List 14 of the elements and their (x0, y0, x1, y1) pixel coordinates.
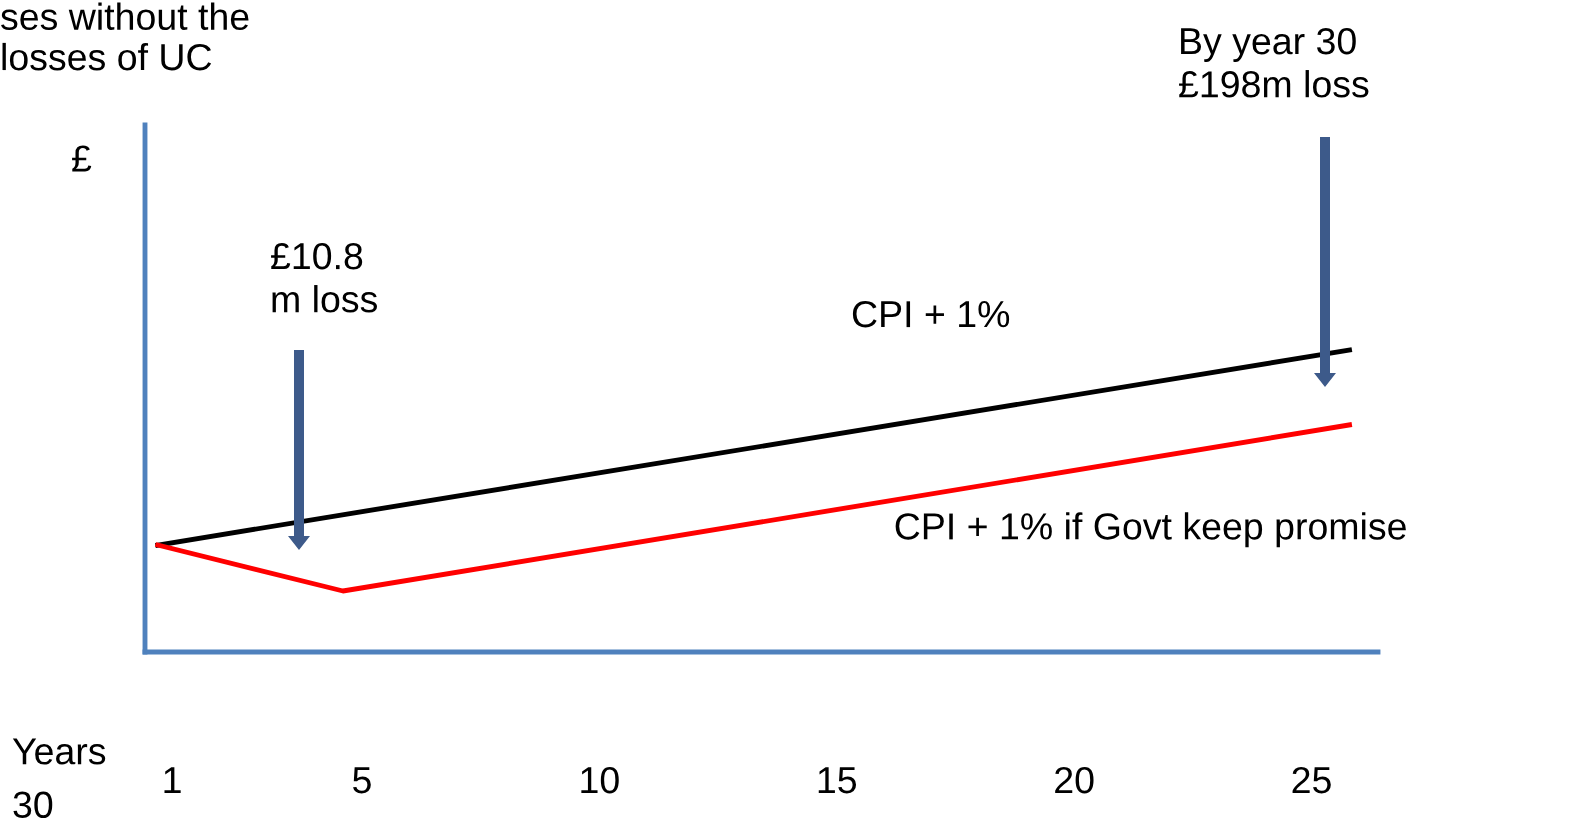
text: £10.8 m loss (271, 242, 377, 313)
x-tick-label: 5 (353, 767, 371, 794)
x-tick-label: 25 (1292, 766, 1331, 794)
x-tick-label: 10 (581, 766, 619, 794)
text: 30 (13, 791, 53, 819)
x-tick-label: 20 (1055, 766, 1094, 794)
chart-title: ses without the losses of UC (1, 2, 249, 71)
text: CPI + 1% (852, 300, 1010, 328)
y-axis-title: £ (72, 145, 92, 172)
x-tick-label: 1 (164, 767, 181, 794)
text: By year 30 £198m loss (1179, 27, 1369, 98)
x-axis-title: Years (12, 738, 106, 765)
series-label: CPI + 1% if Govt keep promise (895, 512, 1406, 548)
x-tick-label: 15 (818, 767, 857, 794)
